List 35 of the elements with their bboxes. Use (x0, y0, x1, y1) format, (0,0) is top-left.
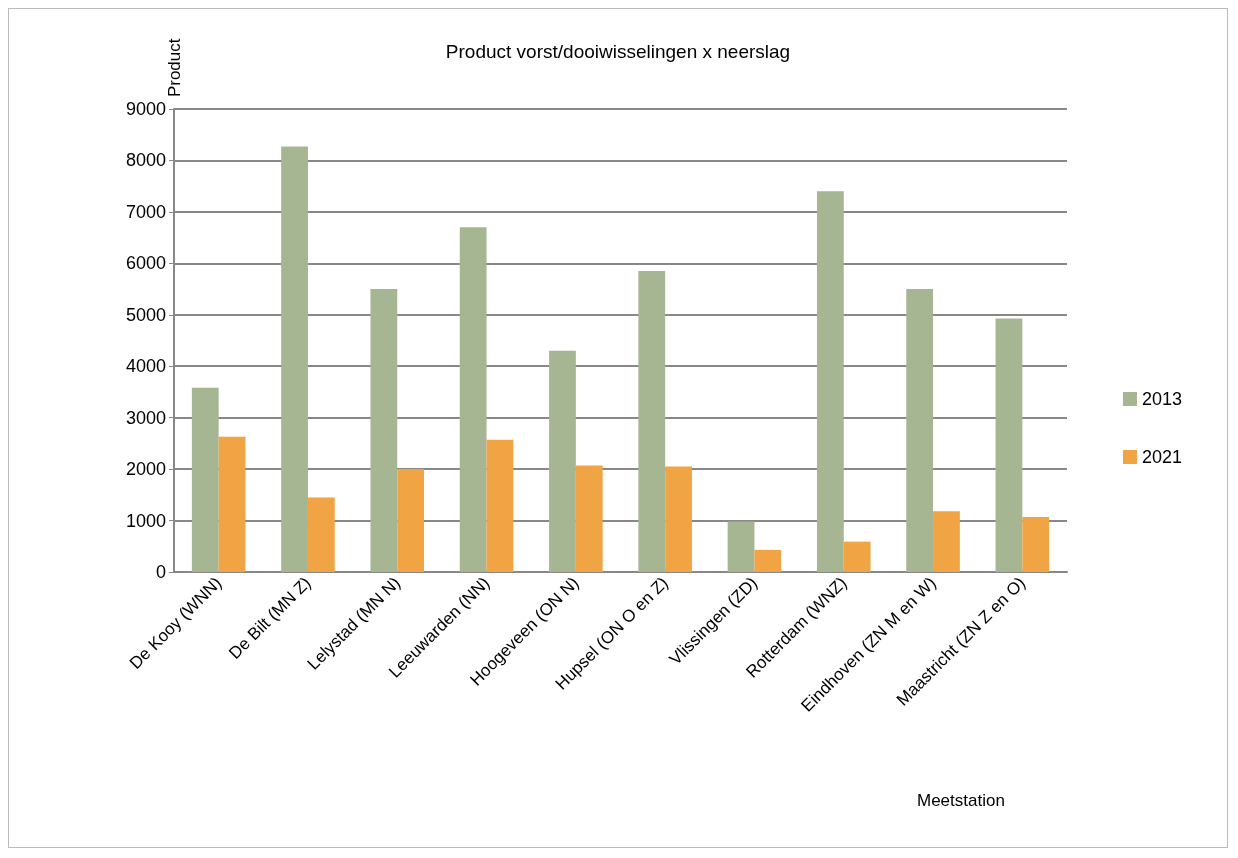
bar (191, 387, 219, 572)
bar (638, 271, 666, 572)
y-tick-label: 7000 (125, 201, 166, 222)
x-axis-title: Meetstation (917, 791, 1005, 810)
bar (459, 227, 487, 572)
y-tick-label: 2000 (125, 459, 166, 480)
y-axis-title: Product (164, 38, 184, 98)
y-tick-label: 4000 (125, 356, 166, 377)
y-tick-label: 3000 (125, 407, 166, 428)
bar (281, 146, 308, 572)
bar (933, 511, 960, 572)
bar (370, 289, 398, 572)
bar (307, 497, 335, 572)
bar (218, 436, 246, 572)
legend-label: 2021 (1141, 447, 1182, 467)
y-tick-label: 1000 (125, 510, 166, 531)
bar (1022, 516, 1050, 572)
bar (727, 521, 755, 572)
bar (486, 439, 514, 572)
bar (995, 318, 1023, 572)
y-tick-label: 0 (155, 562, 166, 582)
bar (816, 191, 844, 572)
bar (843, 541, 871, 572)
chart-title: Product vorst/dooiwisselingen x neerslag (445, 41, 791, 62)
bar (549, 350, 576, 572)
bar (397, 469, 425, 572)
bar (906, 289, 934, 572)
y-tick-label: 6000 (125, 253, 166, 274)
bar (754, 549, 782, 572)
bar (665, 466, 692, 572)
y-tick-label: 5000 (125, 304, 166, 325)
legend-label: 2013 (1141, 389, 1182, 409)
y-tick-label: 9000 (125, 99, 166, 119)
bar (575, 465, 603, 572)
y-tick-label: 8000 (125, 150, 166, 171)
